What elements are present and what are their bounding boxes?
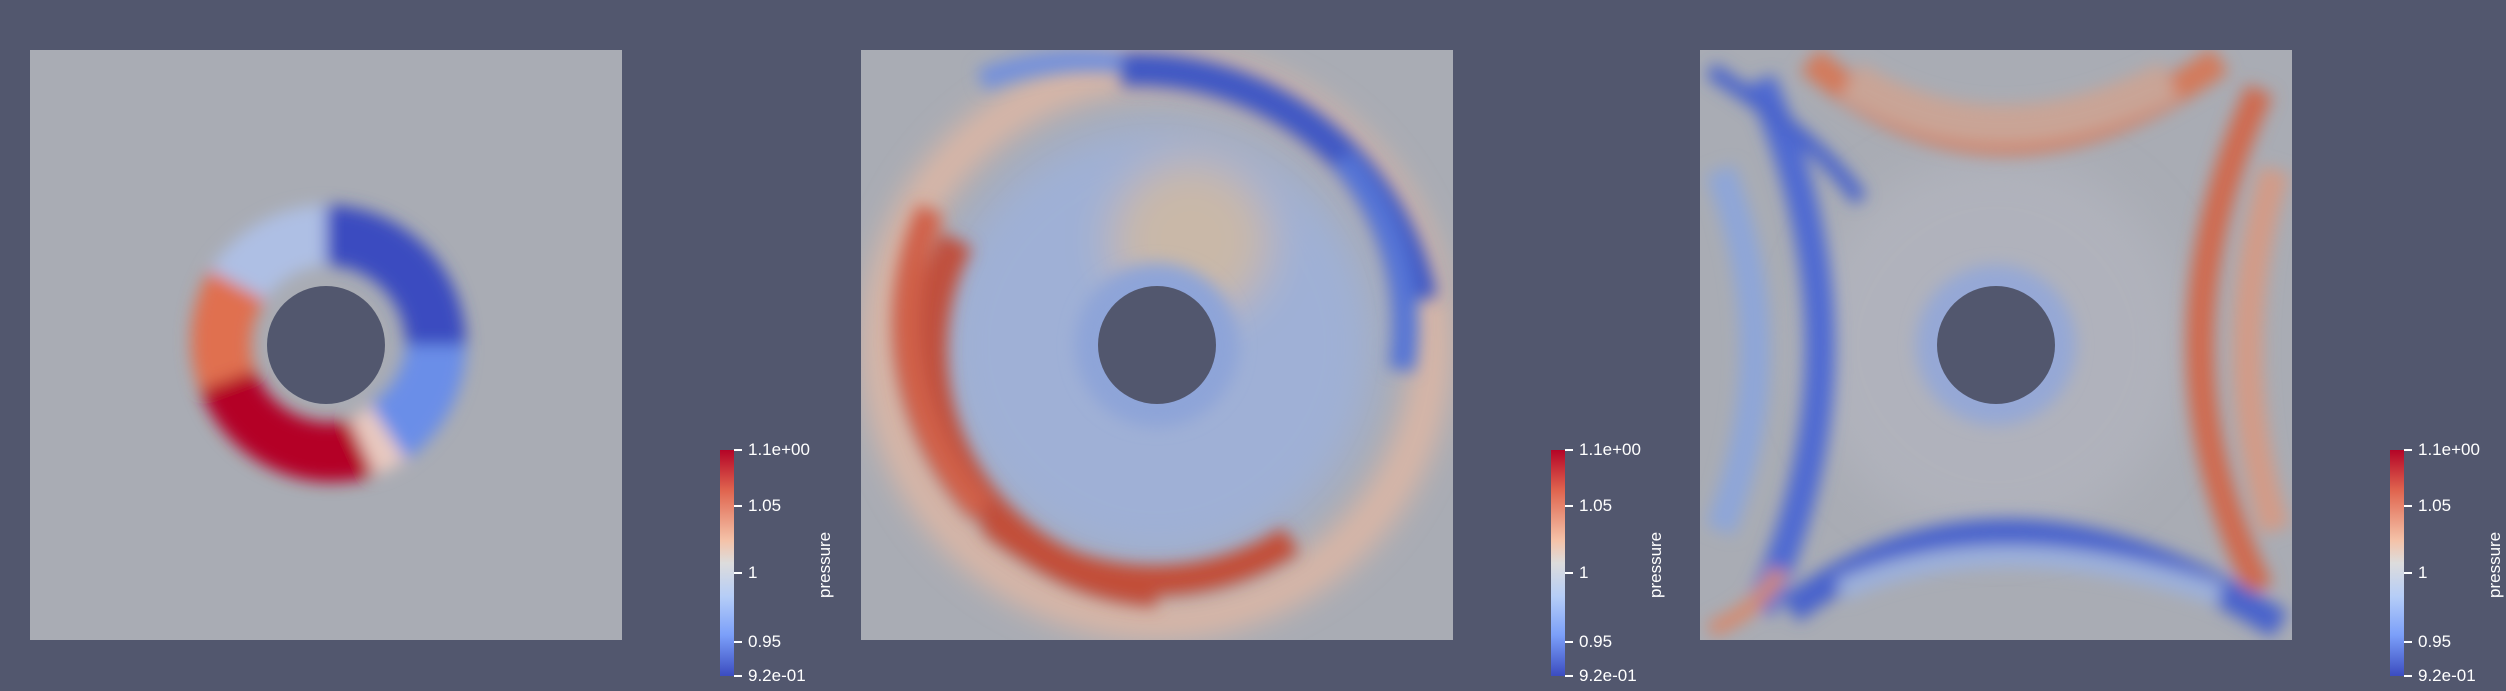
colorbar-tick [1565,675,1573,677]
colorbar-label-min: 9.2e-01 [748,666,806,685]
colorbar-title: pressure [815,531,834,598]
colorbar-gradient-2 [1551,450,1565,676]
colorbar-tick [1565,505,1573,507]
colorbar-label-max: 1.1e+00 [1579,440,1641,459]
pressure-field-plot-1 [30,50,622,640]
colorbar-label-max: 1.1e+00 [748,440,810,459]
colorbar-label: 1.05 [2418,496,2452,515]
colorbar-tick [2404,641,2412,643]
colorbar-title: pressure [1646,531,1665,598]
colorbar-tick [2404,572,2412,574]
colorbar-label-min: 9.2e-01 [1579,666,1637,685]
colorbar-label: 1.05 [748,496,782,515]
colorbar-label: 1 [1579,563,1589,582]
colorbar-tick [734,641,742,643]
colorbar-tick [734,505,742,507]
colorbar-label: 1 [748,563,758,582]
colorbar-tick [2404,675,2412,677]
colorbar-tick [2404,449,2412,451]
colorbar-label-min: 9.2e-01 [2418,666,2476,685]
colorbar-tick [2404,505,2412,507]
pressure-field-plot-2 [861,50,1453,640]
colorbar-tick [734,675,742,677]
colorbar-label: 0.95 [748,632,782,651]
colorbar-label-max: 1.1e+00 [2418,440,2480,459]
colorbar-tick [1565,641,1573,643]
colorbar-tick [734,572,742,574]
colorbar-tick [1565,449,1573,451]
pressure-field-plot-3 [1700,50,2292,640]
colorbar-gradient-1 [720,450,734,676]
colorbar-tick [1565,572,1573,574]
colorbar-label: 0.95 [2418,632,2452,651]
colorbar-tick [734,449,742,451]
colorbar-label: 1.05 [1579,496,1613,515]
colorbar-label: 1 [2418,563,2428,582]
colorbar-title: pressure [2485,531,2504,598]
colorbar-label: 0.95 [1579,632,1613,651]
colorbar-gradient-3 [2390,450,2404,676]
